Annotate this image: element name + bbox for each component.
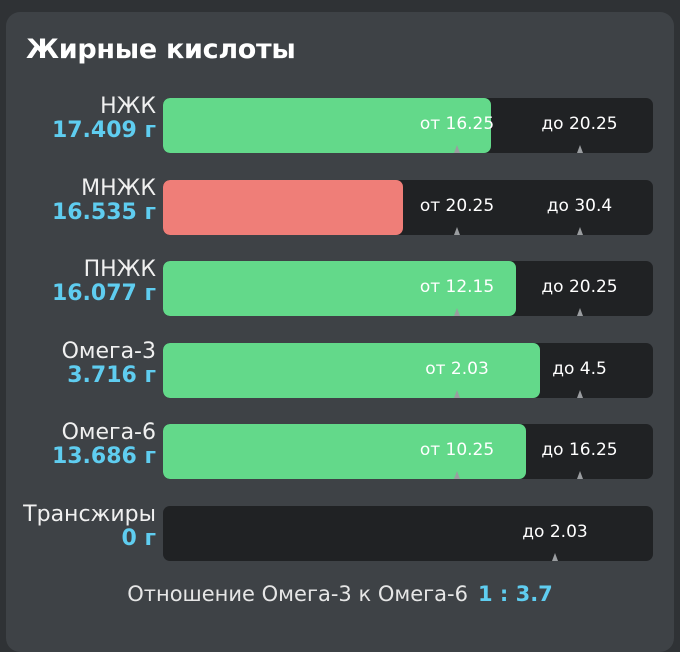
- range-fill: [163, 343, 541, 398]
- omega-ratio-label: Отношение Омега-3 к Омега-6: [127, 582, 468, 606]
- nutrient-row-nzhk: НЖК 17.409 г от 16.25 до 20.25: [6, 94, 674, 154]
- range-fill: [163, 180, 404, 235]
- range-marker-tick: [576, 471, 583, 479]
- nutrient-amount: 17.409 г: [51, 118, 156, 143]
- nutrient-label: МНЖК: [81, 176, 156, 201]
- range-marker-label: до 30.4: [546, 196, 613, 216]
- range-marker-tick: [576, 227, 583, 235]
- nutrient-amount: 3.716 г: [67, 363, 156, 388]
- range-marker-tick: [576, 145, 583, 153]
- nutrient-label: ПНЖК: [83, 257, 156, 282]
- range-bar: до 2.03: [163, 506, 653, 561]
- range-marker-label: от 12.15: [419, 277, 495, 297]
- nutrient-amount: 16.077 г: [51, 281, 156, 306]
- nutrient-label: Омега-6: [61, 420, 156, 445]
- range-fill: [163, 98, 492, 153]
- nutrient-amount: 0 г: [121, 526, 156, 551]
- nutrient-amount: 13.686 г: [51, 444, 156, 469]
- range-marker-label: до 4.5: [552, 359, 607, 379]
- nutrient-amount: 16.535 г: [51, 200, 156, 225]
- nutrient-label: НЖК: [100, 94, 156, 119]
- range-marker-tick: [454, 471, 460, 479]
- range-bar: от 10.25 до 16.25: [163, 424, 653, 479]
- range-bar: от 16.25 до 20.25: [163, 98, 653, 153]
- omega-ratio: Отношение Омега-3 к Омега-6 1 : 3.7: [0, 582, 680, 606]
- nutrient-row-omega6: Омега-6 13.686 г от 10.25 до 16.25: [6, 420, 674, 480]
- range-marker-label: от 20.25: [419, 196, 495, 216]
- range-marker-tick: [454, 227, 460, 235]
- card-title: Жирные кислоты: [26, 34, 296, 65]
- range-marker-label: до 16.25: [541, 440, 618, 460]
- range-marker-tick: [454, 390, 460, 398]
- range-marker-tick: [576, 308, 583, 316]
- range-marker-tick: [454, 308, 460, 316]
- range-marker-tick: [454, 145, 460, 153]
- omega-ratio-value: 1 : 3.7: [477, 582, 553, 606]
- range-bar: от 2.03 до 4.5: [163, 343, 653, 398]
- fatty-acids-card: Жирные кислоты НЖК 17.409 г от 16.25 до 2…: [6, 12, 674, 652]
- range-bar: от 20.25 до 30.4: [163, 180, 653, 235]
- range-marker-label: от 10.25: [419, 440, 495, 460]
- range-marker-tick: [552, 553, 558, 561]
- nutrient-label: Омега-3: [61, 339, 156, 364]
- range-bar: от 12.15 до 20.25: [163, 261, 653, 316]
- range-marker-label: от 16.25: [419, 114, 495, 134]
- range-fill: [163, 261, 516, 316]
- range-fill: [163, 424, 526, 479]
- nutrient-row-pnzhk: ПНЖК 16.077 г от 12.15 до 20.25: [6, 257, 674, 317]
- nutrient-row-transfats: Трансжиры 0 г до 2.03: [6, 502, 674, 562]
- range-marker-label: до 20.25: [541, 277, 618, 297]
- nutrient-row-omega3: Омега-3 3.716 г от 2.03 до 4.5: [6, 339, 674, 399]
- range-marker-label: до 2.03: [522, 522, 588, 542]
- nutrient-row-mnzhk: МНЖК 16.535 г от 20.25 до 30.4: [6, 176, 674, 236]
- range-marker-label: от 2.03: [425, 359, 489, 379]
- range-marker-label: до 20.25: [541, 114, 618, 134]
- nutrient-label: Трансжиры: [23, 502, 156, 527]
- range-marker-tick: [576, 390, 583, 398]
